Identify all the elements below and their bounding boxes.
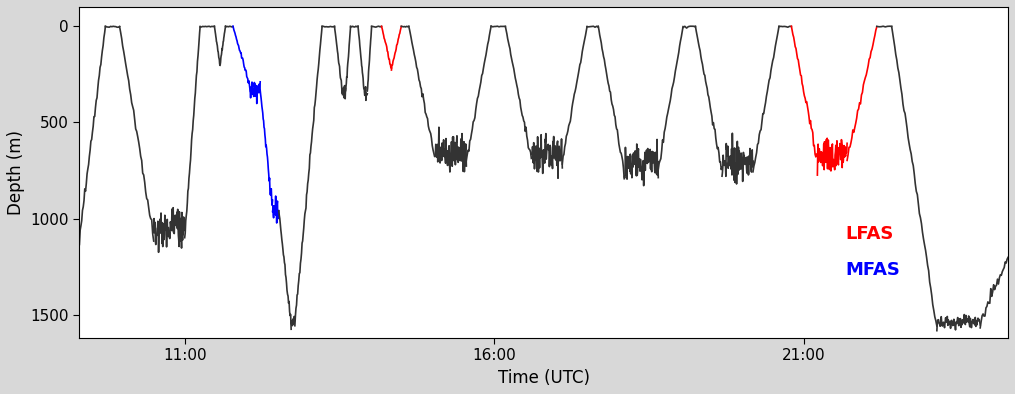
Text: MFAS: MFAS (845, 261, 900, 279)
Y-axis label: Depth (m): Depth (m) (7, 130, 25, 215)
X-axis label: Time (UTC): Time (UTC) (497, 369, 590, 387)
Text: LFAS: LFAS (845, 225, 894, 243)
